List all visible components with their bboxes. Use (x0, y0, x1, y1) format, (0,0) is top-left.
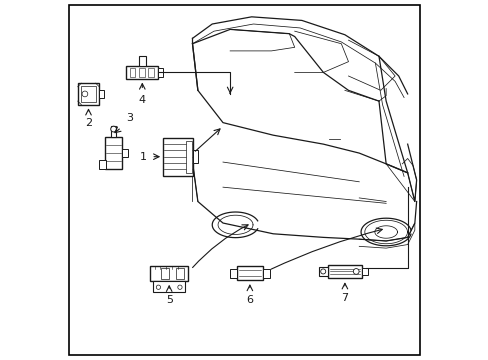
Bar (99, 160, 105, 169)
Bar (175, 268, 183, 279)
Bar (185, 141, 192, 173)
Bar (139, 56, 145, 66)
Text: 1: 1 (139, 152, 146, 162)
Text: 4: 4 (139, 95, 145, 105)
Bar (148, 68, 154, 77)
Circle shape (320, 269, 325, 274)
Bar (129, 68, 135, 77)
Bar (153, 281, 185, 292)
Circle shape (353, 269, 358, 274)
Bar (361, 268, 367, 275)
Bar (229, 269, 237, 278)
Bar (111, 126, 116, 137)
Text: 5: 5 (165, 296, 172, 306)
Bar (262, 269, 269, 278)
Circle shape (110, 126, 116, 132)
Bar (237, 266, 262, 280)
Bar (318, 267, 327, 276)
Circle shape (82, 91, 88, 97)
Bar (193, 150, 198, 163)
Bar (105, 137, 122, 169)
Bar (139, 68, 144, 77)
Bar (327, 265, 361, 278)
Text: 7: 7 (341, 293, 348, 303)
Bar (126, 66, 158, 79)
Circle shape (178, 285, 182, 289)
Bar (99, 90, 104, 98)
Bar (163, 138, 193, 176)
Text: 3: 3 (125, 113, 133, 123)
Bar (150, 266, 187, 281)
Bar (122, 149, 128, 157)
Text: 2: 2 (85, 118, 92, 128)
Text: 6: 6 (246, 295, 253, 305)
Bar (78, 83, 99, 105)
Circle shape (156, 285, 160, 289)
Bar (81, 86, 96, 102)
Bar (158, 68, 163, 77)
Bar (161, 268, 169, 279)
